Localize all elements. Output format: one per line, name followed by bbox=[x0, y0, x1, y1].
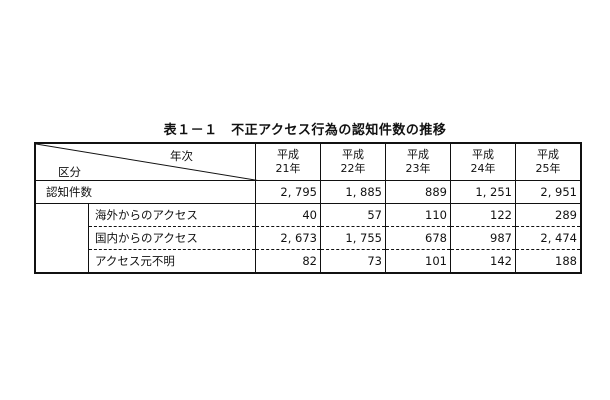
cell: 1, 251 bbox=[450, 180, 516, 204]
cell: 289 bbox=[515, 203, 581, 227]
table-row: アクセス元不明 82 73 101 142 188 bbox=[35, 249, 581, 273]
cell: 188 bbox=[515, 249, 581, 273]
cell: 2, 673 bbox=[255, 226, 321, 250]
cell: 1, 755 bbox=[320, 226, 386, 250]
cell: 73 bbox=[320, 249, 386, 273]
row-label: 国内からのアクセス bbox=[88, 226, 256, 250]
cell: 1, 885 bbox=[320, 180, 386, 204]
table-row: 認知件数 2, 795 1, 885 889 1, 251 2, 951 bbox=[35, 180, 581, 204]
cell: 122 bbox=[450, 203, 516, 227]
cell: 142 bbox=[450, 249, 516, 273]
year-header: 平成 23年 bbox=[385, 143, 451, 181]
cell: 889 bbox=[385, 180, 451, 204]
year-label: 年次 bbox=[170, 149, 193, 163]
table-row: 海外からのアクセス 40 57 110 122 289 bbox=[35, 203, 581, 227]
row-label: 認知件数 bbox=[46, 185, 92, 199]
diagonal-line bbox=[36, 144, 261, 181]
cell: 2, 795 bbox=[255, 180, 321, 204]
cell: 2, 951 bbox=[515, 180, 581, 204]
corner-cell: 年次 区分 bbox=[35, 143, 261, 181]
cell: 678 bbox=[385, 226, 451, 250]
cell: 82 bbox=[255, 249, 321, 273]
row-label: アクセス元不明 bbox=[88, 249, 256, 273]
year-header: 平成 21年 bbox=[255, 143, 321, 181]
cell: 57 bbox=[320, 203, 386, 227]
year-header: 平成 22年 bbox=[320, 143, 386, 181]
cell: 40 bbox=[255, 203, 321, 227]
year-header: 平成 25年 bbox=[515, 143, 581, 181]
data-table: 年次 区分 平成 21年 平成 22年 平成 23年 平成 24年 平成 25年 認知件数… bbox=[34, 142, 582, 274]
cell: 987 bbox=[450, 226, 516, 250]
cell: 2, 474 bbox=[515, 226, 581, 250]
row-label: 海外からのアクセス bbox=[88, 203, 256, 227]
header-row: 年次 区分 平成 21年 平成 22年 平成 23年 平成 24年 平成 25年 bbox=[35, 143, 581, 181]
category-label: 区分 bbox=[58, 165, 81, 179]
cell: 110 bbox=[385, 203, 451, 227]
year-header: 平成 24年 bbox=[450, 143, 516, 181]
cell: 101 bbox=[385, 249, 451, 273]
table-row: 国内からのアクセス 2, 673 1, 755 678 987 2, 474 bbox=[35, 226, 581, 250]
table-title: 表１－１ 不正アクセス行為の認知件数の推移 bbox=[163, 123, 447, 138]
